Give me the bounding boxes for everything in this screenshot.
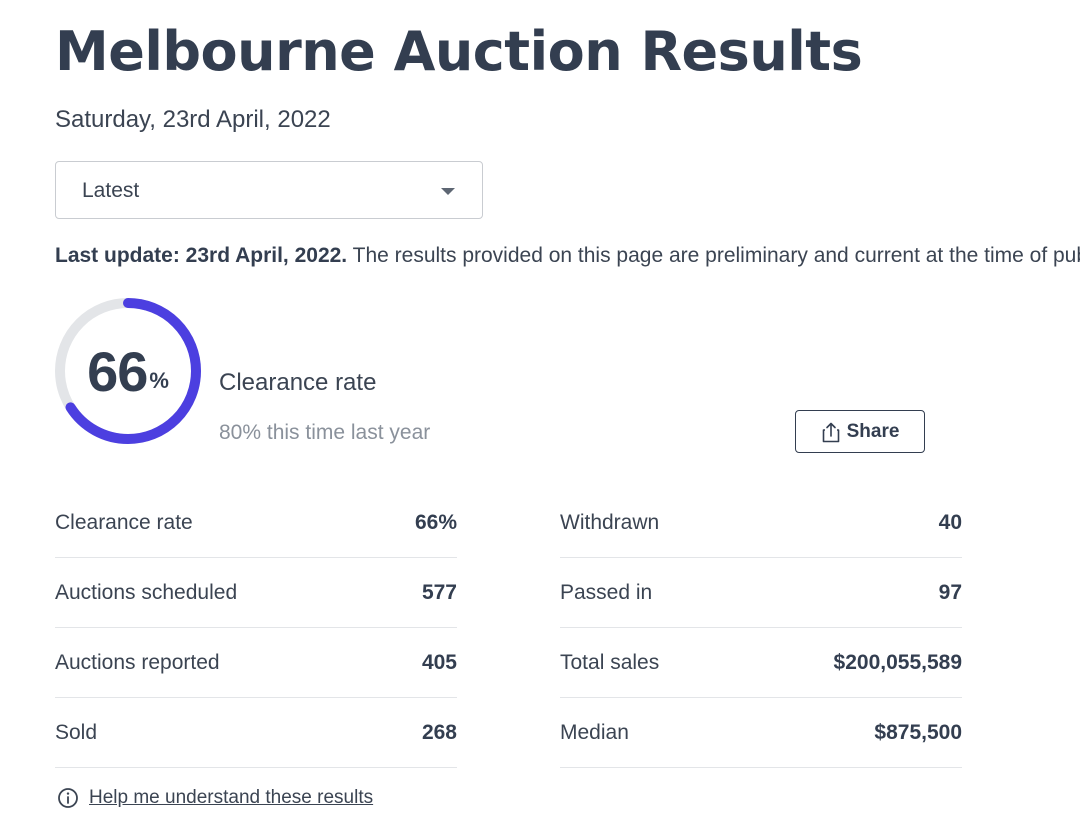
stat-value: 66% bbox=[414, 510, 457, 534]
chevron-down-icon bbox=[441, 188, 455, 195]
last-update-date: Last update: 23rd April, 2022. bbox=[55, 244, 348, 267]
stat-value: 268 bbox=[421, 720, 457, 744]
stat-label: Auctions scheduled bbox=[55, 580, 238, 604]
stat-label: Withdrawn bbox=[560, 510, 660, 534]
stat-row: Auctions scheduled 577 bbox=[55, 558, 457, 628]
clearance-rate-display: 66 % bbox=[53, 296, 203, 446]
share-button-label: Share bbox=[846, 420, 900, 442]
stat-value: 577 bbox=[421, 580, 457, 604]
stat-label: Passed in bbox=[560, 580, 653, 604]
clearance-ring-progress bbox=[55, 298, 201, 444]
stat-row: Clearance rate 66% bbox=[55, 488, 457, 558]
stat-row: Auctions reported 405 bbox=[55, 628, 457, 698]
stat-value: 97 bbox=[938, 580, 962, 604]
last-update-text: The results provided on this page are pr… bbox=[352, 244, 1080, 267]
stat-value: 405 bbox=[421, 650, 457, 674]
share-button[interactable]: Share bbox=[795, 410, 925, 453]
clearance-rate-number: 66 bbox=[87, 339, 148, 403]
clearance-rate-ring bbox=[55, 298, 201, 444]
stat-value: 40 bbox=[938, 510, 962, 534]
stat-label: Total sales bbox=[560, 650, 660, 674]
stat-value: $875,500 bbox=[874, 720, 962, 744]
stat-row: Sold 268 bbox=[55, 698, 457, 768]
stat-row: Total sales $200,055,589 bbox=[560, 628, 962, 698]
stat-label: Median bbox=[560, 720, 629, 744]
stat-label: Clearance rate bbox=[55, 510, 193, 534]
stat-label: Sold bbox=[55, 720, 98, 744]
last-update-notice: Last update: 23rd April, 2022. The resul… bbox=[55, 244, 1080, 268]
help-link-label: Help me understand these results bbox=[89, 787, 374, 808]
stat-label: Auctions reported bbox=[55, 650, 220, 674]
clearance-rate-percent-sign: % bbox=[149, 368, 169, 393]
stat-row: Withdrawn 40 bbox=[560, 488, 962, 558]
stat-row: Passed in 97 bbox=[560, 558, 962, 628]
clearance-rate-heading: Clearance rate bbox=[219, 369, 377, 396]
stat-row: Median $875,500 bbox=[560, 698, 962, 768]
stats-column-right: Withdrawn 40 Passed in 97 Total sales $2… bbox=[560, 488, 962, 768]
clearance-rate-comparison: 80% this time last year bbox=[219, 421, 431, 444]
stat-value: $200,055,589 bbox=[833, 650, 962, 674]
results-period-value: Latest bbox=[82, 179, 140, 202]
share-icon bbox=[822, 422, 839, 442]
page-title: Melbourne Auction Results bbox=[55, 20, 863, 83]
help-understand-results-link[interactable]: Help me understand these results bbox=[57, 787, 373, 809]
results-date: Saturday, 23rd April, 2022 bbox=[55, 106, 331, 133]
info-icon bbox=[58, 788, 78, 808]
stats-column-left: Clearance rate 66% Auctions scheduled 57… bbox=[55, 488, 457, 768]
results-period-select[interactable]: Latest bbox=[55, 161, 483, 219]
